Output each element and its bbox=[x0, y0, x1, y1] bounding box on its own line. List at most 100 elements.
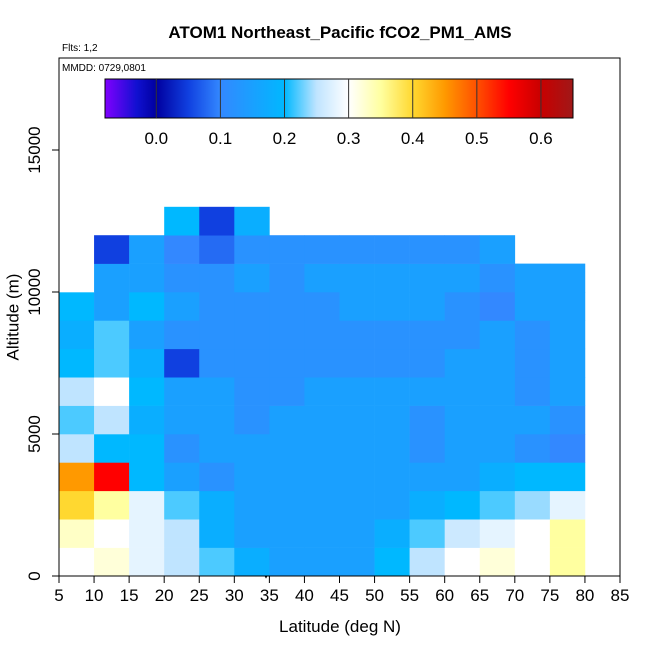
heat-cell bbox=[234, 235, 270, 264]
heat-cell bbox=[164, 320, 200, 350]
x-tick-label: 40 bbox=[295, 586, 314, 605]
heat-cell bbox=[444, 519, 481, 548]
heat-cell bbox=[479, 292, 516, 321]
heat-cell bbox=[374, 348, 410, 378]
heat-cell bbox=[199, 377, 235, 406]
heat-cell bbox=[234, 292, 270, 321]
heat-cell bbox=[304, 405, 340, 435]
heat-cell bbox=[374, 434, 410, 463]
heat-cell bbox=[199, 405, 235, 435]
heat-cell bbox=[199, 292, 235, 321]
heat-cell bbox=[479, 405, 516, 435]
heat-cell bbox=[374, 235, 410, 264]
heat-cell bbox=[199, 206, 235, 236]
x-tick-label: 55 bbox=[400, 586, 419, 605]
x-tick-label: 85 bbox=[611, 586, 630, 605]
heat-cell bbox=[94, 377, 130, 406]
heat-cell bbox=[444, 405, 481, 435]
heat-cell bbox=[129, 320, 165, 350]
heat-cell bbox=[269, 235, 305, 264]
heat-cell bbox=[514, 490, 551, 520]
heat-cell bbox=[374, 490, 410, 520]
x-tick-label: 70 bbox=[505, 586, 524, 605]
heat-cell bbox=[549, 547, 586, 577]
heat-cell bbox=[444, 263, 481, 293]
heat-cell bbox=[339, 434, 375, 463]
heat-cell bbox=[549, 519, 586, 548]
heat-cell bbox=[199, 434, 235, 463]
heat-cell bbox=[199, 235, 235, 264]
heat-cell bbox=[304, 320, 340, 350]
heat-cell bbox=[444, 547, 481, 577]
x-tick-label: 75 bbox=[540, 586, 559, 605]
heat-cell bbox=[374, 320, 410, 350]
heat-cell bbox=[479, 434, 516, 463]
heat-cell bbox=[409, 519, 445, 548]
heat-cell bbox=[549, 377, 586, 406]
heat-cell bbox=[164, 405, 200, 435]
heat-cell bbox=[269, 263, 305, 293]
heat-cell bbox=[94, 434, 130, 463]
heat-cell bbox=[374, 263, 410, 293]
heat-cell bbox=[444, 377, 481, 406]
heat-cell bbox=[339, 547, 375, 577]
heat-cell bbox=[514, 263, 551, 293]
heat-cell bbox=[199, 519, 235, 548]
heat-cell bbox=[444, 490, 481, 520]
heat-cell bbox=[59, 434, 95, 463]
heat-cell bbox=[374, 547, 410, 577]
x-tick-label: 45 bbox=[330, 586, 349, 605]
heat-cell bbox=[234, 348, 270, 378]
heat-cell bbox=[339, 320, 375, 350]
heat-cell bbox=[129, 547, 165, 577]
heat-cell bbox=[514, 377, 551, 406]
heat-cell bbox=[304, 490, 340, 520]
heat-cell bbox=[234, 206, 270, 236]
heat-cell bbox=[164, 235, 200, 264]
x-tick-label: 30 bbox=[225, 586, 244, 605]
heat-cell bbox=[304, 263, 340, 293]
heat-cell bbox=[339, 235, 375, 264]
colorbar-tick-label: 0.5 bbox=[465, 129, 489, 148]
heat-cell bbox=[234, 377, 270, 406]
heat-cell bbox=[94, 263, 130, 293]
heat-cell bbox=[479, 320, 516, 350]
heat-cell bbox=[129, 462, 165, 492]
heat-cell bbox=[549, 490, 586, 520]
heat-cell bbox=[374, 519, 410, 548]
heat-cell bbox=[549, 462, 586, 492]
heat-cell bbox=[514, 348, 551, 378]
heat-cell bbox=[409, 348, 445, 378]
heat-cell bbox=[94, 235, 130, 264]
heat-cell bbox=[164, 490, 200, 520]
heat-cell bbox=[304, 292, 340, 321]
heat-cell bbox=[444, 292, 481, 321]
heat-cell bbox=[339, 292, 375, 321]
heat-cell bbox=[339, 263, 375, 293]
colorbar-tick-label: 0.2 bbox=[273, 129, 297, 148]
heat-cell bbox=[514, 462, 551, 492]
heat-cell bbox=[59, 348, 95, 378]
heat-cell bbox=[514, 434, 551, 463]
heat-cell bbox=[549, 292, 586, 321]
heat-cell bbox=[199, 320, 235, 350]
heat-cell bbox=[164, 292, 200, 321]
x-tick-label: 65 bbox=[470, 586, 489, 605]
heat-cell bbox=[374, 377, 410, 406]
annotation: MMDD: 0729,0801 bbox=[62, 63, 146, 74]
heat-cell bbox=[479, 519, 516, 548]
x-tick-label: 5 bbox=[54, 586, 63, 605]
heat-cell bbox=[409, 547, 445, 577]
x-tick-label: 10 bbox=[85, 586, 104, 605]
heat-cell bbox=[269, 519, 305, 548]
colorbar-tick-label: 0.6 bbox=[529, 129, 553, 148]
heat-cell bbox=[59, 292, 95, 321]
x-tick-label: 15 bbox=[120, 586, 139, 605]
heat-cell bbox=[514, 547, 551, 577]
heat-cell bbox=[444, 434, 481, 463]
heat-cell bbox=[164, 377, 200, 406]
x-tick-label: 60 bbox=[435, 586, 454, 605]
heat-cell bbox=[164, 348, 200, 378]
heat-cell bbox=[409, 235, 445, 264]
